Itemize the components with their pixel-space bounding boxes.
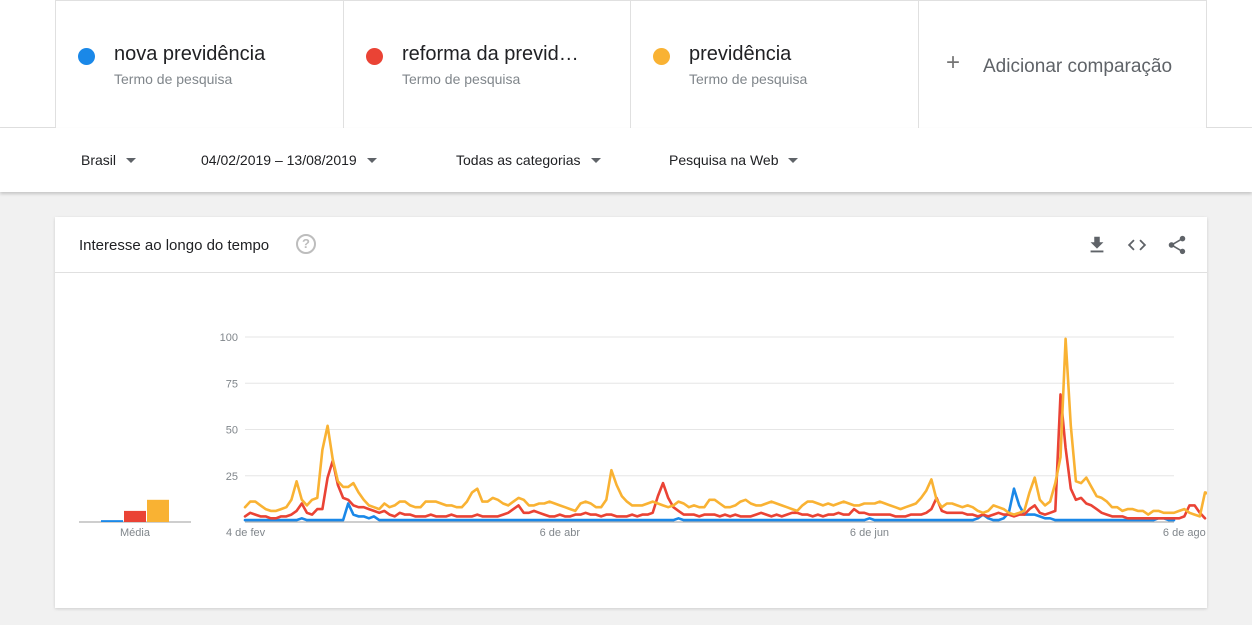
caret-down-icon [126,157,137,163]
series-line [243,393,1207,520]
term-card-previdencia[interactable]: previdência Termo de pesquisa [630,0,919,128]
region-dropdown[interactable]: Brasil [81,152,137,168]
average-bar [147,499,169,522]
term-name: nova previdência [114,43,266,65]
average-label: Média [120,527,151,539]
card-header: Interesse ao longo do tempo ? [55,217,1207,273]
add-comparison-label: Adicionar comparação [983,56,1173,77]
search-type-dropdown[interactable]: Pesquisa na Web [669,152,799,168]
category-dropdown[interactable]: Todas as categorias [456,152,601,168]
date-range-dropdown[interactable]: 04/02/2019 – 13/08/2019 [201,152,377,168]
term-card-nova-previdencia[interactable]: nova previdência Termo de pesquisa [55,0,344,128]
interest-line-chart: 100 75 50 25 4 de fev 6 de abr 6 de jun 6 de ag… [79,332,1207,539]
y-tick-label: 75 [226,378,238,390]
series-color-dot [366,48,383,65]
help-icon[interactable]: ? [296,234,316,254]
search-terms-bar: nova previdência Termo de pesquisa refor… [0,0,1252,128]
series-color-dot [653,48,670,65]
card-title: Interesse ao longo do tempo [79,237,270,254]
x-tick-label: 6 de jun [850,527,889,539]
series-color-dot [78,48,95,65]
term-subtitle: Termo de pesquisa [114,71,233,87]
download-icon[interactable] [1086,234,1108,256]
series-line [243,337,1207,518]
y-tick-label: 25 [226,471,238,483]
embed-icon[interactable] [1126,234,1148,256]
caret-down-icon [788,157,799,163]
x-tick-label: 4 de fev [226,527,266,539]
category-value: Todas as categorias [456,152,581,168]
x-tick-label: 6 de ago [1163,527,1206,539]
y-tick-label: 50 [226,425,238,437]
add-comparison-button[interactable]: + Adicionar comparação [918,0,1207,128]
term-subtitle: Termo de pesquisa [689,71,808,87]
term-subtitle: Termo de pesquisa [402,71,521,87]
average-bar [101,520,123,522]
series-line [243,487,1176,522]
region-value: Brasil [81,152,117,168]
filter-bar: Brasil 04/02/2019 – 13/08/2019 Todas as … [0,128,1252,192]
term-name: reforma da previd… [402,43,579,65]
y-tick-label: 100 [220,332,238,344]
interest-over-time-card: Interesse ao longo do tempo ? 100 75 50 25 4… [55,217,1207,608]
x-tick-label: 6 de abr [540,527,581,539]
term-card-reforma-da-previdencia[interactable]: reforma da previd… Termo de pesquisa [343,0,631,128]
date-range-value: 04/02/2019 – 13/08/2019 [201,152,357,168]
average-bar [124,510,146,522]
search-type-value: Pesquisa na Web [669,152,779,168]
share-icon[interactable] [1166,234,1188,256]
caret-down-icon [366,157,377,163]
plus-icon: + [946,49,961,76]
term-name: previdência [689,43,792,65]
caret-down-icon [590,157,601,163]
